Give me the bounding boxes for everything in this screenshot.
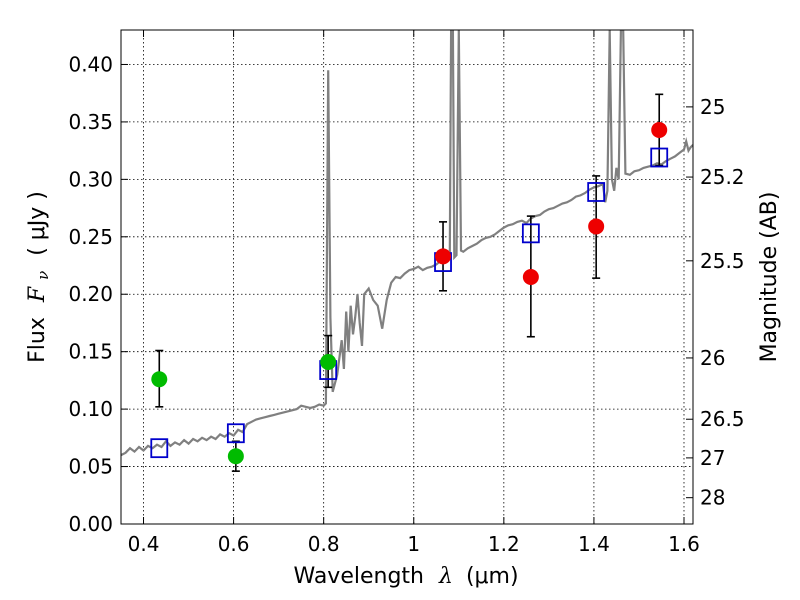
red-point — [651, 121, 668, 138]
axes: 0.4 0.6 0.8 1 1.2 1.4 1.6 0.00 0.05 0.10 0.15 0.20 0… — [68, 30, 745, 556]
y2-tick-label: 27 — [700, 446, 725, 470]
green-point — [320, 354, 337, 371]
y2-tick-label: 25.5 — [700, 249, 745, 273]
green-point — [227, 448, 244, 465]
y-tick-label: 0.05 — [68, 455, 113, 479]
y-tick-label: 0.35 — [68, 110, 113, 134]
model-square — [650, 147, 669, 168]
green-point — [151, 371, 168, 388]
model-square — [150, 438, 169, 459]
model-square — [521, 223, 540, 244]
y-axis-label: Flux F ν ( μJy ) — [25, 191, 54, 363]
x-tick-label: 1 — [407, 532, 420, 556]
y-tick-label: 0.10 — [68, 397, 113, 421]
y-tick-label: 0.00 — [68, 512, 113, 536]
x-tick-label: 1.4 — [578, 532, 610, 556]
y2-tick-label: 25 — [700, 95, 725, 119]
red-point — [588, 218, 605, 235]
red-point — [522, 269, 539, 285]
y2-tick-label: 25.2 — [700, 165, 745, 189]
y2-tick-label: 26.5 — [700, 407, 745, 431]
y2-axis-label: Magnitude (AB) — [757, 192, 782, 363]
plot-frame — [120, 29, 694, 525]
x-tick-label: 0.6 — [218, 532, 250, 556]
y2-tick-label: 28 — [700, 486, 725, 510]
y-tick-label: 0.25 — [68, 225, 113, 249]
data-marks — [150, 93, 669, 472]
y-tick-label: 0.20 — [68, 282, 113, 306]
spectrum-line — [121, 30, 693, 457]
model-square — [226, 423, 245, 444]
x-axis-label: Wavelength λ (μm) — [293, 564, 518, 589]
y-tick-label: 0.40 — [68, 52, 113, 76]
y-tick-label: 0.30 — [68, 167, 113, 191]
grid-lines — [121, 30, 693, 524]
x-tick-label: 0.8 — [308, 532, 340, 556]
model-square — [587, 182, 606, 202]
spectrum-layer — [121, 30, 693, 457]
y-tick-label: 0.15 — [68, 340, 113, 364]
x-tick-label: 0.4 — [128, 532, 160, 556]
red-point — [435, 248, 452, 265]
x-tick-label: 1.6 — [668, 532, 700, 556]
x-tick-label: 1.2 — [488, 532, 520, 556]
y2-tick-label: 26 — [700, 346, 725, 370]
